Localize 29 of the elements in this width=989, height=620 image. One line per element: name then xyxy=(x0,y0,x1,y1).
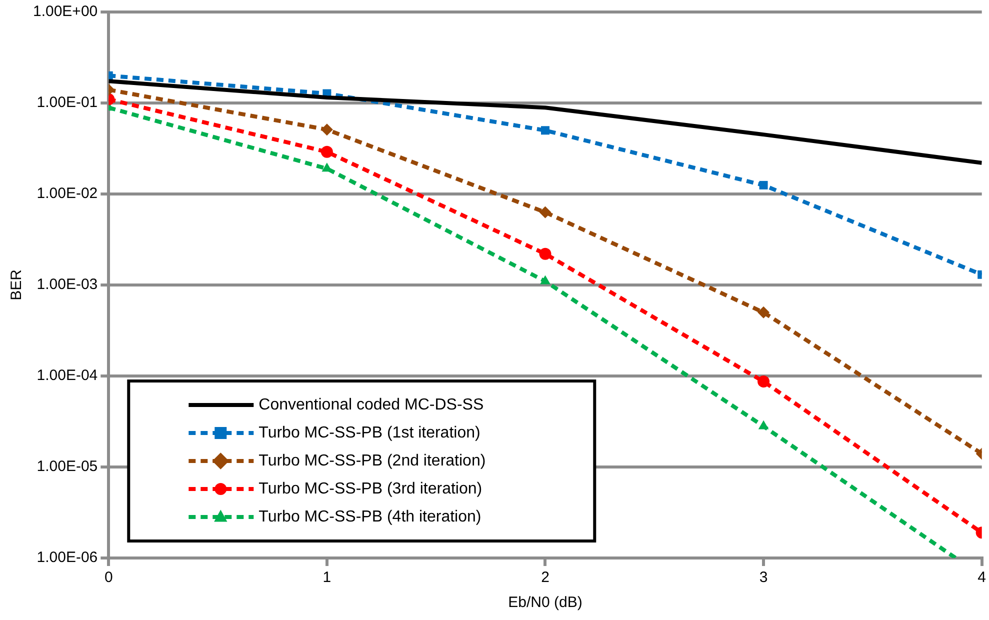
x-tick-label: 1 xyxy=(322,569,332,586)
legend-label: Turbo MC-SS-PB (2nd iteration) xyxy=(258,452,486,470)
y-tick-label: 1.00E-03 xyxy=(36,276,98,294)
x-tick-label: 4 xyxy=(978,569,986,586)
point xyxy=(539,206,552,218)
point xyxy=(540,126,550,135)
point xyxy=(540,275,550,284)
point xyxy=(320,124,333,136)
y-tick-label: 1.00E+00 xyxy=(32,3,98,20)
point xyxy=(759,180,768,190)
legend-label: Turbo MC-SS-PB (1st iteration) xyxy=(258,424,480,442)
y-tick-label: 1.00E-05 xyxy=(36,458,98,476)
y-tick-label: 1.00E-01 xyxy=(36,94,98,112)
legend-label: Conventional coded MC-DS-SS xyxy=(258,396,484,414)
legend-label: Turbo MC-SS-PB (3rd iteration) xyxy=(258,480,482,498)
y-axis-title: BER xyxy=(8,269,26,300)
point xyxy=(758,420,769,430)
x-tick-label: 0 xyxy=(104,569,113,586)
y-tick-label: 1.00E-04 xyxy=(36,367,98,384)
x-tick-label: 3 xyxy=(759,569,768,586)
x-axis-title: Eb/N0 (dB) xyxy=(508,594,582,612)
legend-label: Turbo MC-SS-PB (4th iteration) xyxy=(258,508,482,526)
point xyxy=(320,146,333,158)
point xyxy=(539,248,552,260)
point xyxy=(758,376,770,388)
point xyxy=(758,306,770,318)
x-tick-label: 2 xyxy=(541,569,550,586)
y-tick-label: 1.00E-02 xyxy=(36,185,98,202)
y-tick-label: 1.00E-06 xyxy=(36,549,98,566)
